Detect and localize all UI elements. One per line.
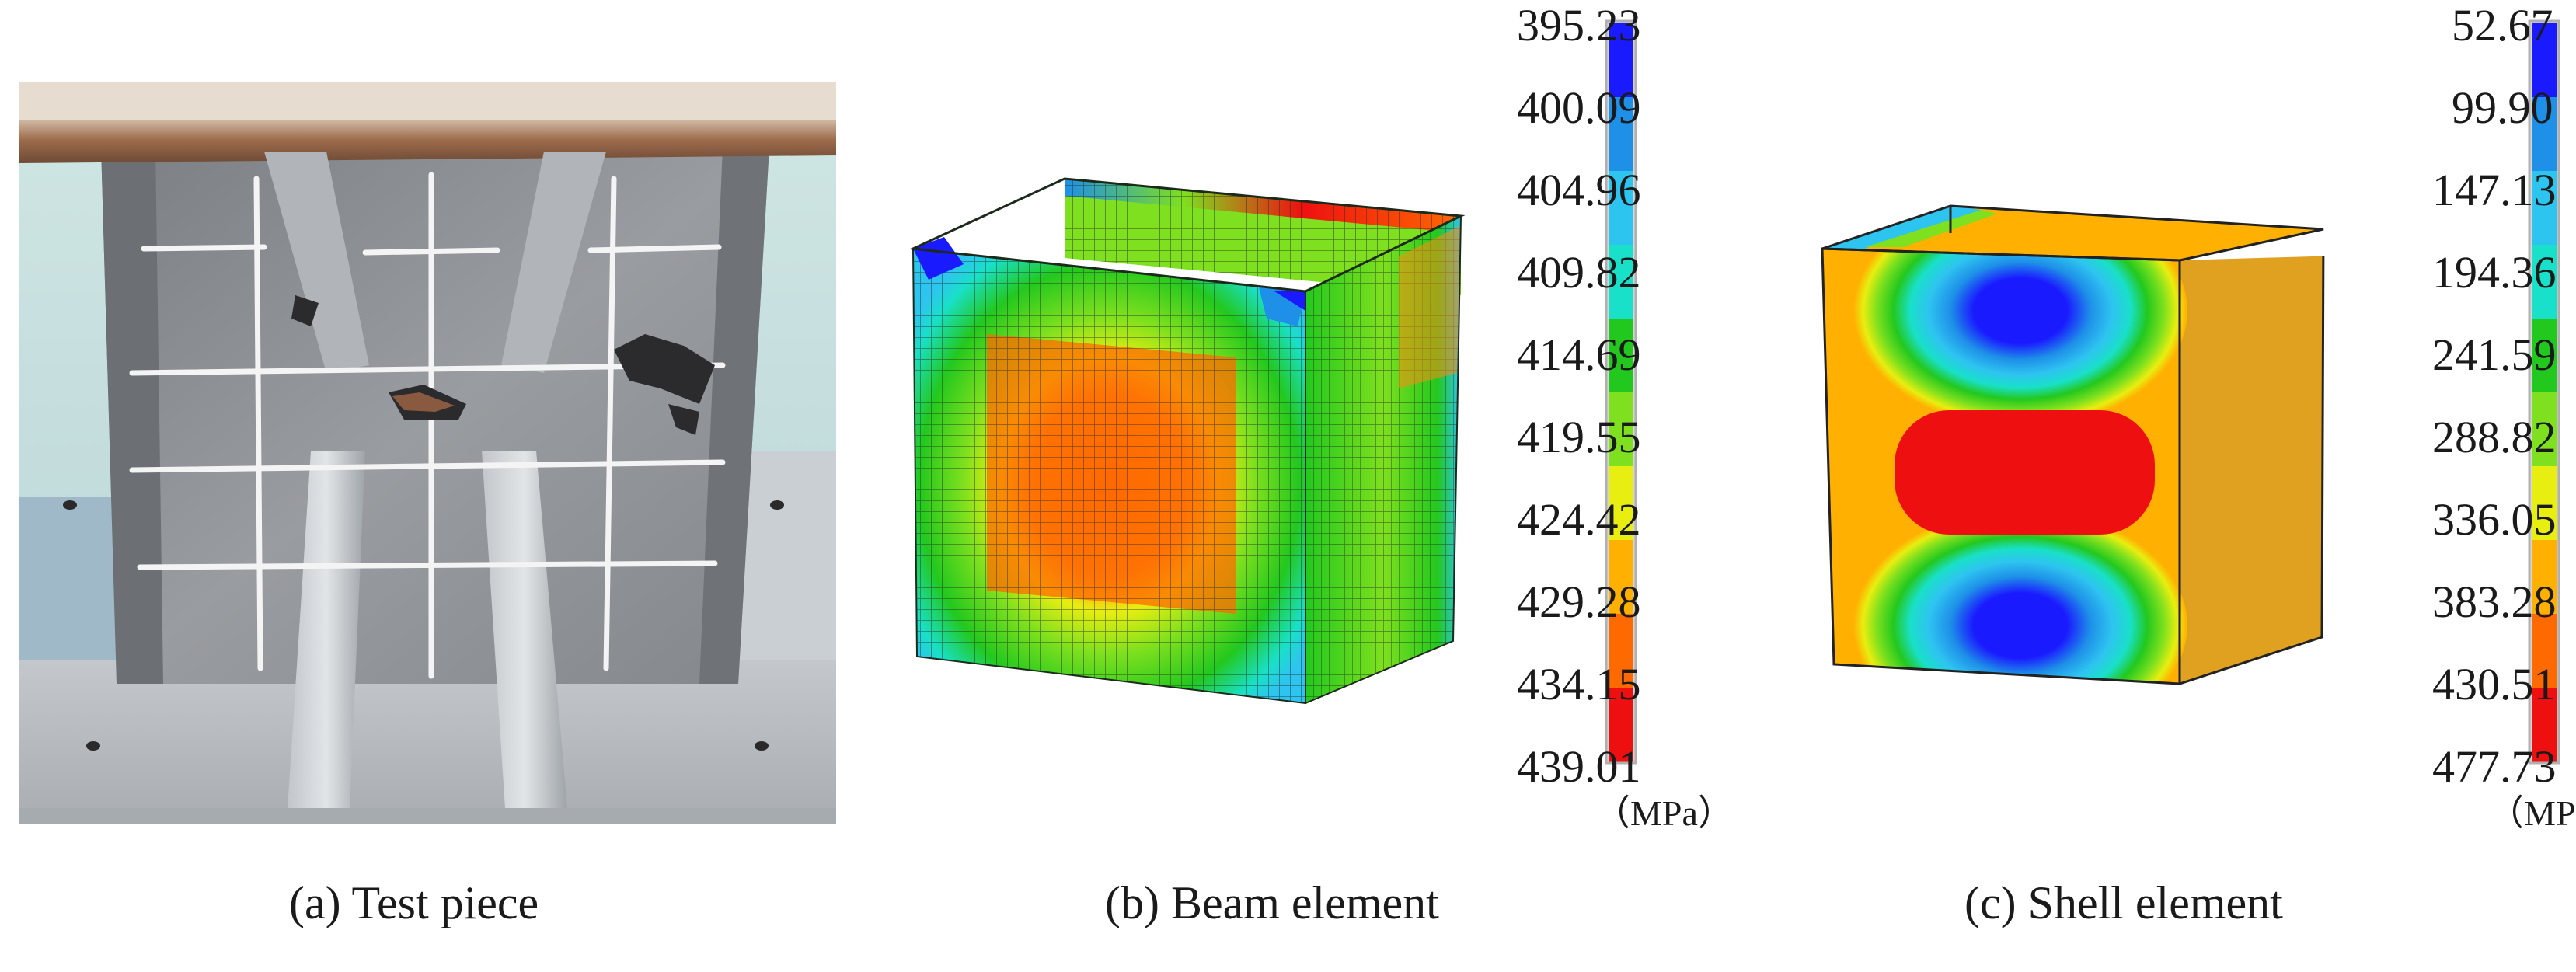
shell-scale-value: 241.59 xyxy=(2432,329,2557,380)
beam-scale-value: 419.55 xyxy=(1517,412,1641,462)
shell-scale-value: 194.36 xyxy=(2432,247,2557,298)
beam-scale-value: 439.01 xyxy=(1517,741,1641,792)
beam-scale-cell xyxy=(1609,392,1633,467)
beam-scale-cell xyxy=(1609,540,1633,615)
beam-scale-labels: 395.23 400.09 404.96 409.82 414.69 419.5… xyxy=(1517,0,1710,833)
beam-scale-cell xyxy=(1609,319,1633,393)
beam-scale-value: 404.96 xyxy=(1517,165,1641,215)
shell-scale-labels: 52.67 99.90 147.13 194.36 241.59 288.82 … xyxy=(2432,0,2576,833)
beam-scale-cell xyxy=(1609,245,1633,319)
panel-test-piece: (a) Test piece xyxy=(0,0,855,972)
shell-scale-value: 383.28 xyxy=(2432,577,2557,627)
caption-b: (b) Beam element xyxy=(1105,877,1439,928)
beam-element-contour xyxy=(908,19,1637,765)
beam-scale-cell xyxy=(1609,97,1633,172)
shell-scale-cell xyxy=(2532,614,2557,688)
shell-scale-value: 477.73 xyxy=(2432,741,2557,792)
shell-color-scale xyxy=(2528,19,2560,765)
panel-beam-element: 395.23 400.09 404.96 409.82 414.69 419.5… xyxy=(855,0,1710,972)
beam-scale-value: 409.82 xyxy=(1517,247,1641,298)
shell-scale-cell xyxy=(2532,245,2557,319)
shell-scale-value: 336.05 xyxy=(2432,494,2557,545)
beam-scale-cell xyxy=(1609,23,1633,98)
shell-scale-value: 52.67 xyxy=(2452,0,2553,51)
beam-scale-cell xyxy=(1609,466,1633,541)
beam-scale-value: 395.23 xyxy=(1517,0,1641,51)
caption-a: (a) Test piece xyxy=(289,877,539,928)
shell-scale-cell xyxy=(2532,171,2557,246)
shell-scale-value: 430.51 xyxy=(2432,659,2557,709)
beam-scale-cell xyxy=(1609,614,1633,688)
panel-shell-element: 52.67 99.90 147.13 194.36 241.59 288.82 … xyxy=(1748,0,2576,972)
beam-scale-cell xyxy=(1609,171,1633,246)
beam-scale-value: 434.15 xyxy=(1517,659,1641,709)
shell-scale-cell xyxy=(2532,466,2557,541)
shell-scale-cell xyxy=(2532,23,2557,98)
shell-scale-value: 147.13 xyxy=(2432,165,2557,215)
shell-scale-cell xyxy=(2532,319,2557,393)
shell-element-contour xyxy=(1748,0,2576,972)
beam-scale-value: 400.09 xyxy=(1517,82,1641,133)
shell-scale-cell xyxy=(2532,688,2557,762)
shell-scale-unit: （MPa） xyxy=(2488,793,2576,833)
beam-scale-value: 414.69 xyxy=(1517,329,1641,380)
shell-scale-cell xyxy=(2532,97,2557,172)
beam-scale-value: 429.28 xyxy=(1517,577,1641,627)
test-piece-photo xyxy=(19,82,836,824)
beam-color-scale xyxy=(1605,19,1637,765)
shell-scale-cell xyxy=(2532,540,2557,615)
shell-scale-value: 99.90 xyxy=(2452,82,2553,133)
beam-scale-unit: （MPa） xyxy=(1595,793,1710,833)
shell-scale-value: 288.82 xyxy=(2432,412,2557,462)
shell-scale-cell xyxy=(2532,392,2557,467)
caption-c: (c) Shell element xyxy=(1964,877,2283,928)
beam-scale-cell xyxy=(1609,688,1633,762)
beam-scale-value: 424.42 xyxy=(1517,494,1641,545)
